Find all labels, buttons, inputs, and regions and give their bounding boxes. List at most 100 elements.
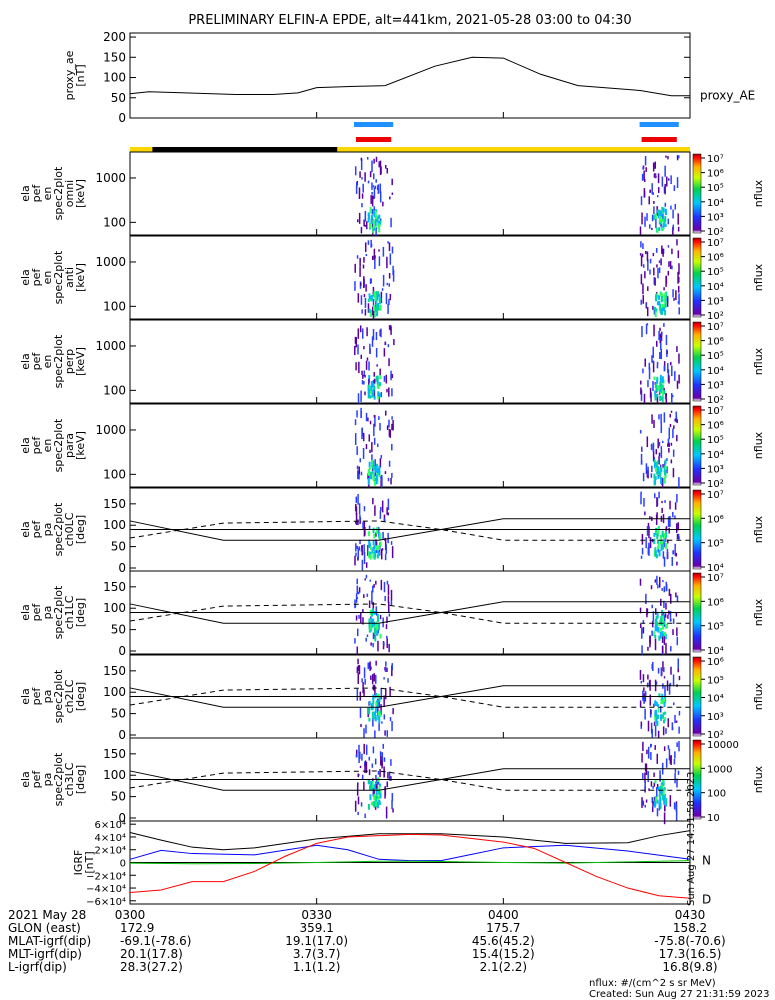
- spectrogram-cell: [676, 627, 678, 636]
- spectrogram-cell: [678, 675, 681, 681]
- spectrogram-core: [660, 212, 663, 218]
- spectrogram-cell: [365, 724, 367, 734]
- spectrogram-core: [653, 473, 656, 479]
- spectrogram-cell: [664, 183, 666, 195]
- spectrogram-cell: [669, 515, 671, 528]
- spectrogram-core: [655, 294, 658, 302]
- spectrogram-cell: [388, 358, 390, 367]
- spectrogram-core: [367, 298, 370, 303]
- spectrogram-core: [663, 621, 666, 625]
- spectrogram-cell: [365, 562, 368, 568]
- spectrogram-core: [661, 530, 664, 538]
- spectrogram-cell: [640, 624, 642, 629]
- spectrogram-cell: [665, 643, 667, 655]
- spectrogram-cell: [644, 763, 647, 772]
- spectrogram-cell: [374, 730, 376, 741]
- spectrogram-cell: [676, 778, 678, 788]
- igrf-series: [129, 833, 691, 899]
- spectrogram-cell: [649, 635, 651, 645]
- spectrogram-core: [657, 475, 660, 480]
- spectrogram-core: [662, 227, 665, 231]
- colorbar-tick-label: 10²: [707, 479, 724, 490]
- spectrogram-core: [654, 311, 657, 318]
- spectrogram-cell: [380, 579, 383, 591]
- spectrogram-cell: [644, 216, 646, 227]
- spectrogram-cell: [363, 781, 365, 791]
- panel-ylabel-line: en: [41, 271, 54, 285]
- spectrogram-cell: [650, 743, 652, 748]
- spectrogram-cell: [391, 423, 393, 430]
- spectrogram-cell: [369, 420, 372, 425]
- spectrogram-core: [371, 459, 374, 464]
- spectrogram-cell: [677, 271, 679, 284]
- spectrogram-cell: [652, 162, 655, 172]
- footer-row-value: 28.3(27.2): [120, 960, 183, 974]
- spectrogram-core: [663, 631, 666, 637]
- spectrogram-cell: [662, 551, 665, 559]
- spectrogram-cell: [639, 253, 642, 256]
- colorbar-tick-label: 10⁴: [707, 366, 724, 377]
- spectrogram-cell: [387, 303, 389, 314]
- spectrogram-core: [377, 623, 380, 631]
- spectrogram-core: [660, 467, 663, 473]
- spectrogram-core: [658, 793, 661, 798]
- spectrogram-core: [659, 798, 662, 805]
- spectrogram-core: [656, 470, 659, 475]
- footer-row-value: 158.2: [673, 921, 707, 935]
- spectrogram-cell: [676, 561, 678, 566]
- spectrogram-cell: [668, 527, 670, 534]
- spectrogram-cell: [388, 299, 390, 305]
- spectrogram-core: [378, 470, 381, 476]
- spectrogram-core: [662, 223, 665, 229]
- footer-row-label: MLAT-igrf(dip): [8, 934, 91, 948]
- spectrogram-cell: [384, 666, 387, 672]
- spectrogram-core: [377, 223, 380, 229]
- spectrogram-core: [655, 462, 658, 467]
- y-tick-label: 1000: [95, 171, 126, 185]
- spectrogram-cell: [667, 218, 670, 225]
- spectrogram-core: [369, 207, 372, 214]
- spectrogram-cell: [391, 246, 394, 254]
- panel-ylabel-line: anti: [63, 267, 76, 288]
- spectrogram-core: [367, 804, 370, 810]
- proxy-ae-line: [129, 56, 690, 97]
- spectrogram-cell: [363, 276, 365, 289]
- spectrogram-cell: [357, 796, 360, 805]
- spectrogram-cell: [640, 680, 643, 684]
- spectrogram-cell: [380, 549, 383, 560]
- colorbar-tick-label: 10⁷: [707, 573, 724, 584]
- spectrogram-cell: [674, 751, 676, 759]
- spectrogram-cell: [668, 442, 670, 448]
- spectrogram-cell: [660, 598, 662, 606]
- spectrogram-cell: [357, 782, 359, 786]
- spectrogram-cell: [653, 201, 655, 204]
- spectrogram-core: [376, 623, 379, 630]
- spectrogram-cell: [384, 595, 386, 602]
- spectrogram-core: [377, 711, 380, 716]
- chart-title: PRELIMINARY ELFIN-A EPDE, alt=441km, 202…: [188, 13, 631, 28]
- spectrogram-cell: [362, 374, 364, 379]
- spectrogram-cell: [676, 595, 679, 603]
- burst-bar-red: [641, 137, 677, 142]
- spectrogram-cell: [656, 808, 659, 817]
- spectrogram-cell: [372, 310, 375, 322]
- spectrogram-core: [661, 630, 664, 637]
- colorbar-tick-label: 10⁶: [707, 253, 724, 264]
- colorbar: [692, 405, 702, 486]
- spectrogram-cell: [355, 552, 357, 557]
- spectrogram-cell: [391, 388, 393, 397]
- spectrogram-cell: [386, 256, 388, 269]
- spectrogram-core: [369, 546, 372, 551]
- spectrogram-core: [663, 476, 666, 484]
- colorbar-tick-label: 10²: [707, 395, 724, 406]
- spectrogram-cell: [378, 696, 381, 708]
- y-tick-label: 100: [103, 518, 126, 532]
- spectrogram-cell: [672, 511, 674, 518]
- spectrogram-core: [369, 551, 372, 556]
- spectrogram-core: [374, 798, 377, 803]
- spectrogram-cell: [676, 742, 678, 748]
- spectrogram-core: [653, 532, 656, 537]
- spectrogram-cell: [385, 292, 388, 305]
- colorbar-tick-label: 100: [707, 789, 726, 800]
- spectrogram-core: [665, 623, 668, 629]
